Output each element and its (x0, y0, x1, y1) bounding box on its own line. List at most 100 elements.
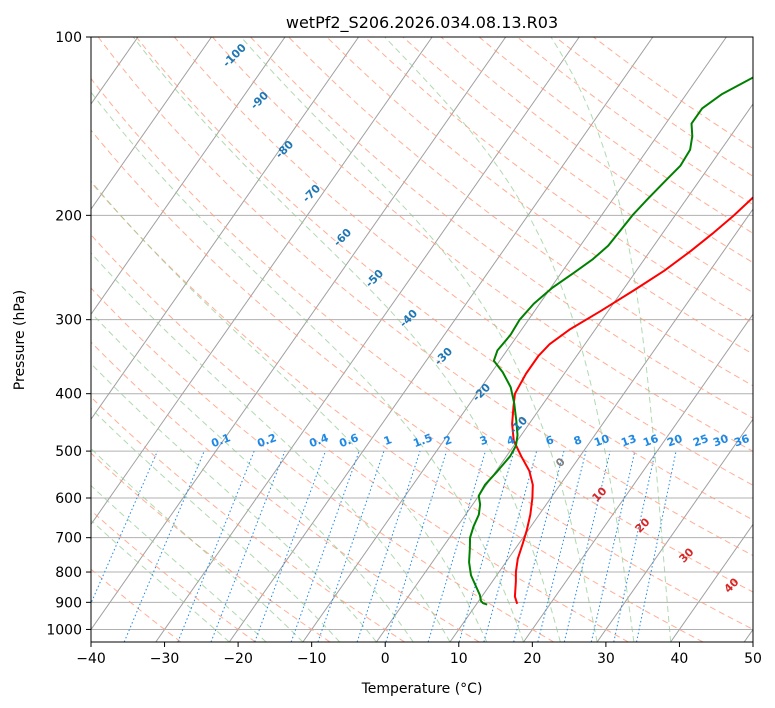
chart-title: wetPf2_S206.2026.034.08.13.R03 (286, 13, 558, 33)
y-tick-label: 800 (55, 565, 82, 581)
y-tick-label: 300 (55, 313, 82, 329)
mixing-ratio-line (483, 450, 538, 642)
mixing-ratio-label: 4 (505, 433, 517, 448)
mixing-ratio-line (537, 450, 587, 642)
y-tick-label: 200 (55, 208, 82, 224)
mixing-ratio-line (356, 450, 421, 642)
dry-adiabat-line (288, 37, 753, 387)
y-axis: 100 200 300 400 500 600 700 800 900 1000 (46, 30, 91, 638)
moist-adiabat-line (240, 37, 598, 642)
isotherm-line (523, 313, 753, 642)
y-axis-label: Pressure (hPa) (12, 290, 28, 390)
x-tick-label: 30 (597, 651, 615, 667)
dry-adiabat-line (135, 37, 753, 521)
isotherm-line (302, 37, 727, 642)
dewpoint-line (468, 76, 753, 606)
moist-adiabat-line (91, 180, 488, 642)
mixing-ratio-label: 36 (732, 432, 751, 450)
isotherm-line (91, 37, 212, 211)
x-axis-label: Temperature (°C) (361, 681, 483, 697)
moist-adiabat-line (550, 37, 672, 642)
mixing-ratio-line (563, 450, 611, 642)
y-tick-label: 400 (55, 387, 82, 403)
temperature-line (511, 196, 753, 605)
mixing-ratio-label: 2 (442, 433, 454, 448)
mixing-ratio-line (385, 450, 448, 642)
mixing-ratio-label: 13 (619, 432, 638, 449)
isotherm-line (670, 523, 753, 642)
data-series (468, 76, 753, 606)
x-tick-label: −10 (297, 651, 327, 667)
moist-adiabat-line (91, 447, 304, 642)
dry-adiabat-line (91, 77, 753, 593)
mixing-ratio-line (636, 451, 677, 642)
x-tick-label: −30 (150, 651, 180, 667)
isotherm-line (155, 37, 580, 642)
isotherm-line (91, 37, 433, 526)
mixing-ratio-line (91, 450, 158, 605)
mixing-ratio-label: 0.4 (307, 431, 330, 450)
moist-adiabat-line (91, 311, 414, 642)
x-tick-label: −40 (76, 651, 106, 667)
dry-adiabat-line (91, 129, 753, 631)
x-axis: −40 −30 −20 −10 0 10 20 30 40 50 (76, 642, 762, 667)
dry-adiabat-line (91, 287, 555, 642)
mixing-ratio-label: 0.6 (337, 431, 360, 450)
x-tick-label: −20 (223, 651, 253, 667)
moist-adiabat-line (91, 91, 525, 642)
dry-adiabat-line (91, 396, 405, 642)
y-tick-label: 700 (55, 531, 82, 547)
mixing-ratio-label: 3 (478, 433, 490, 448)
isotherm-line (91, 37, 286, 316)
y-tick-label: 500 (55, 444, 82, 460)
mixing-ratio-label: 1 (382, 433, 394, 448)
x-tick-label: 40 (671, 651, 689, 667)
mixing-ratio-line (290, 450, 360, 642)
mixing-ratio-line (123, 450, 205, 642)
x-tick-label: 0 (381, 651, 390, 667)
isotherm-line (596, 418, 753, 642)
moist-adiabat-line (384, 37, 635, 642)
plot-area (91, 37, 753, 642)
mixing-ratio-label: 8 (572, 433, 584, 448)
mixing-ratio-label: 0.1 (209, 431, 232, 450)
dry-adiabat-line (91, 341, 480, 642)
mixing-ratio-label: 6 (544, 433, 556, 448)
mixing-ratio-line (458, 450, 515, 642)
moist-adiabat-line (91, 407, 341, 642)
mixing-ratio-label: 25 (691, 432, 710, 449)
y-tick-label: 900 (55, 595, 82, 611)
y-tick-label: 100 (55, 30, 82, 46)
x-tick-label: 50 (744, 651, 762, 667)
y-tick-label: 600 (55, 491, 82, 507)
mixing-ratio-label: 20 (665, 432, 684, 450)
dry-adiabat-line (326, 37, 753, 355)
mixing-ratio-line (613, 450, 656, 642)
y-tick-label: 1000 (46, 622, 82, 638)
moist-adiabat-line (91, 252, 451, 642)
mixing-ratio-line (427, 450, 486, 642)
isotherm-line (449, 208, 753, 642)
plot-frame (90, 36, 754, 643)
mixing-ratio-label: 0.2 (255, 431, 278, 450)
moist-adiabat-line (91, 519, 230, 642)
dry-adiabat-line (250, 37, 753, 419)
mixing-ratio-label: 30 (711, 432, 730, 450)
dry-adiabat-line (97, 37, 753, 557)
moist-adiabat-line (132, 37, 561, 642)
moist-adiabat-line (91, 484, 267, 642)
isotherm-line (376, 103, 753, 642)
mixing-ratio-label: 16 (641, 432, 660, 450)
mixing-ratio-line (317, 450, 385, 642)
mixing-ratio-line (590, 450, 636, 642)
isotherm-line (228, 37, 654, 642)
mixing-ratio-labels: 0.1 0.2 0.4 0.6 1 1.5 2 3 4 6 8 10 13 16 20 25 30 36 (209, 431, 751, 450)
dry-adiabat-line (91, 234, 629, 642)
mixing-ratio-label: 10 (592, 432, 611, 450)
dry-adiabat-line (91, 509, 256, 642)
dry-adiabat-line (91, 181, 704, 642)
mixing-ratio-label: 1.5 (411, 431, 434, 450)
x-tick-label: 10 (450, 651, 468, 667)
mixing-ratio-line (513, 450, 565, 642)
